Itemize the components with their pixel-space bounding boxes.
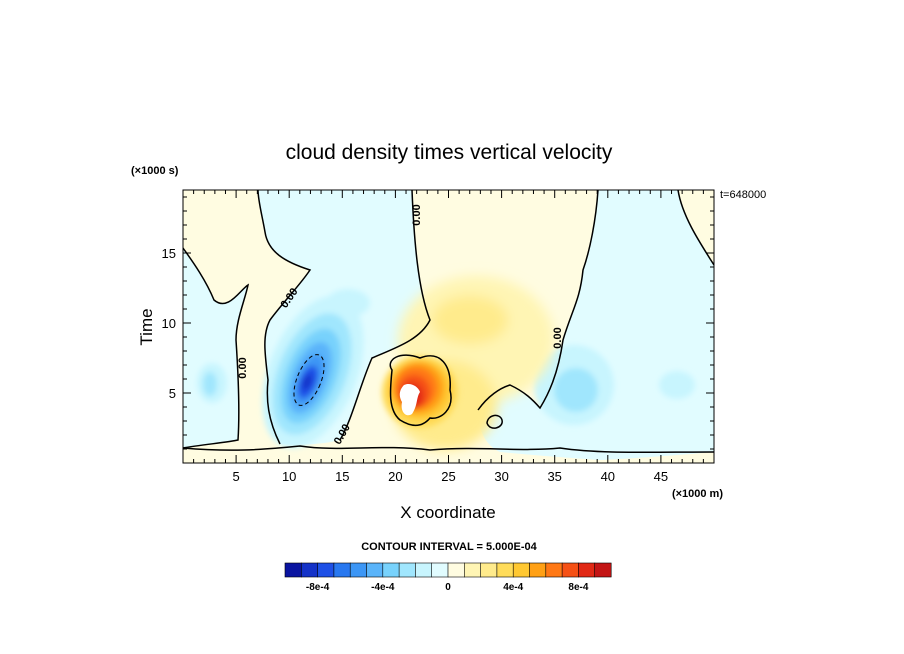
chart-title: cloud density times vertical velocity bbox=[286, 141, 613, 164]
overflow-white-core bbox=[399, 383, 420, 416]
contour-field: 0.00 0.00 0.00 0.00 0.00 bbox=[183, 190, 714, 463]
colorbar-swatch bbox=[333, 562, 351, 578]
colorbar bbox=[284, 562, 612, 578]
neg-patch-top bbox=[326, 289, 370, 317]
neg-patch-right-3 bbox=[659, 371, 695, 399]
zero-contours bbox=[183, 190, 714, 454]
y-tick-label: 10 bbox=[162, 316, 176, 331]
x-axis: 5 10 15 20 25 30 35 40 45 bbox=[193, 190, 704, 484]
zero-label: 0.00 bbox=[237, 357, 249, 378]
y-tick-label: 5 bbox=[169, 386, 176, 401]
colorbar-swatch bbox=[480, 562, 498, 578]
x-tick-label: 30 bbox=[494, 469, 508, 484]
y-axis-label: Time bbox=[137, 308, 156, 345]
x-tick-label: 35 bbox=[547, 469, 561, 484]
x-axis-label: X coordinate bbox=[400, 503, 495, 522]
neg-patch-right-2 bbox=[554, 368, 598, 412]
x-tick-label: 10 bbox=[282, 469, 296, 484]
colorbar-swatch bbox=[431, 562, 449, 578]
neg-patch-left-2 bbox=[203, 372, 217, 396]
colorbar-swatch bbox=[366, 562, 384, 578]
colorbar-swatch bbox=[578, 562, 596, 578]
colorbar-swatch bbox=[317, 562, 335, 578]
colorbar-swatch bbox=[447, 562, 465, 578]
colorbar-swatch bbox=[415, 562, 433, 578]
colorbar-swatch bbox=[463, 562, 482, 578]
x-tick-label: 25 bbox=[441, 469, 455, 484]
colorbar-swatch bbox=[545, 562, 563, 578]
y-axis: 5 10 15 bbox=[162, 196, 714, 450]
x-tick-label: 40 bbox=[601, 469, 615, 484]
neg-level-7 bbox=[302, 374, 312, 390]
zero-label: 0.00 bbox=[552, 327, 564, 348]
colorbar-swatch bbox=[300, 562, 319, 578]
colorbar-tick-label: -4e-4 bbox=[371, 582, 395, 593]
negative-region-right bbox=[478, 190, 714, 460]
x-tick-label: 15 bbox=[335, 469, 349, 484]
colorbar-swatch bbox=[284, 562, 302, 578]
colorbar-swatch bbox=[594, 562, 612, 578]
y-tick-label: 15 bbox=[162, 246, 176, 261]
x-tick-label: 5 bbox=[232, 469, 239, 484]
colorbar-tick-label: 4e-4 bbox=[503, 582, 523, 593]
x-tick-label: 20 bbox=[388, 469, 402, 484]
colorbar-tick-label: -8e-4 bbox=[306, 582, 330, 593]
y-axis-unit: (×1000 s) bbox=[131, 165, 179, 177]
colorbar-swatch bbox=[561, 562, 579, 578]
x-axis-unit: (×1000 m) bbox=[672, 488, 723, 500]
colorbar-swatch bbox=[349, 562, 368, 578]
colorbar-swatch bbox=[382, 562, 400, 578]
colorbar-tick-label: 8e-4 bbox=[568, 582, 588, 593]
negative-contours bbox=[293, 354, 325, 406]
contour-interval-text: CONTOUR INTERVAL = 5.000E-04 bbox=[361, 541, 537, 553]
colorbar-tick-label: 0 bbox=[445, 582, 451, 593]
time-label: t=648000 bbox=[720, 189, 766, 201]
colorbar-swatch bbox=[496, 562, 514, 578]
zero-label: 0.00 bbox=[411, 204, 423, 225]
colorbar-swatch bbox=[529, 562, 547, 578]
colorbar-swatch bbox=[512, 562, 531, 578]
colorbar-ticks: -8e-4 -4e-4 0 4e-4 8e-4 bbox=[306, 582, 589, 593]
x-tick-label: 45 bbox=[654, 469, 668, 484]
colorbar-swatch bbox=[398, 562, 416, 578]
pos-plume-2 bbox=[432, 296, 508, 344]
